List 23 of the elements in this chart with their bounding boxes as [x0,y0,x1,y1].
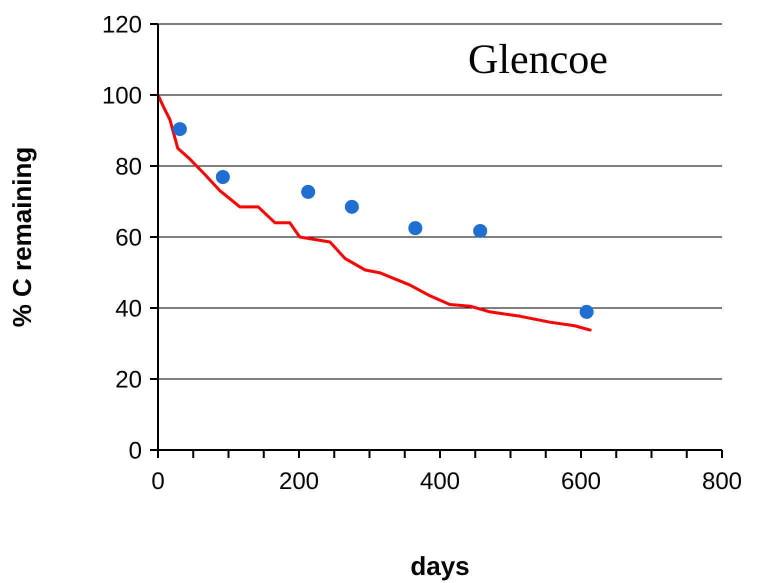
y-tick-label: 60 [115,224,142,252]
x-axis-title: days [410,551,470,581]
y-tick-label: 100 [102,82,142,110]
y-tick-label: 40 [115,296,142,323]
x-tick-label: 0 [151,468,165,496]
line-series [158,94,592,332]
point [216,170,230,184]
chart-title: Glencoe [468,36,608,84]
point [408,221,422,236]
point [473,224,488,238]
y-tick-label: 20 [115,366,142,394]
point [344,200,359,214]
point [580,304,594,319]
point [301,184,316,199]
y-tick-label: 120 [102,12,142,39]
point [172,122,187,136]
x-tick-label: 400 [420,468,460,496]
y-tick-label: 0 [128,438,142,465]
y-axis-title: % C remaining [7,146,38,328]
x-tick-label: 200 [278,468,320,496]
y-tick-label: 80 [115,154,142,181]
x-tick-label: 800 [702,468,742,496]
x-tick-label: 600 [560,468,602,496]
